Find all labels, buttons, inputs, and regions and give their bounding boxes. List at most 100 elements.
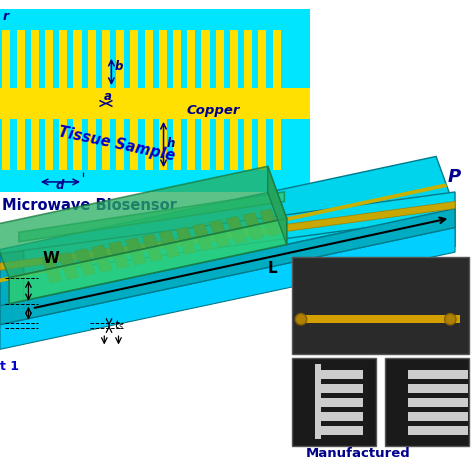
Polygon shape (0, 183, 447, 284)
Text: Tissue Sample: Tissue Sample (57, 125, 176, 164)
Polygon shape (268, 166, 287, 245)
Bar (216, 119, 224, 170)
Bar (0, 9, 310, 192)
Polygon shape (193, 223, 208, 237)
Bar (317, 398, 363, 407)
Bar (17, 119, 25, 170)
Polygon shape (75, 248, 91, 263)
Bar (116, 119, 124, 170)
Polygon shape (159, 230, 175, 245)
Polygon shape (9, 219, 287, 304)
Polygon shape (231, 230, 247, 244)
Bar (201, 29, 210, 88)
Bar (59, 119, 67, 170)
Bar (73, 29, 82, 88)
Bar (73, 119, 82, 170)
Polygon shape (0, 166, 287, 278)
Bar (244, 119, 252, 170)
Polygon shape (147, 248, 163, 262)
Bar (102, 119, 110, 170)
Bar (187, 29, 195, 88)
Bar (230, 29, 238, 88)
Bar (159, 29, 167, 88)
Bar (409, 412, 467, 421)
Polygon shape (97, 258, 112, 273)
Polygon shape (0, 216, 455, 308)
Polygon shape (109, 241, 124, 255)
Polygon shape (265, 223, 281, 237)
Polygon shape (92, 245, 108, 259)
Polygon shape (198, 237, 213, 251)
Bar (173, 119, 181, 170)
Bar (2, 119, 10, 170)
Polygon shape (181, 240, 196, 255)
Bar (230, 119, 238, 170)
Polygon shape (210, 220, 225, 234)
Bar (244, 29, 252, 88)
Polygon shape (114, 255, 129, 269)
Text: W: W (42, 252, 59, 266)
Polygon shape (0, 201, 455, 270)
Text: P: P (448, 168, 461, 186)
Bar (2, 29, 10, 88)
Bar (409, 426, 467, 435)
Polygon shape (214, 233, 230, 247)
Bar (130, 119, 138, 170)
Polygon shape (19, 192, 284, 242)
Bar (258, 119, 266, 170)
Text: Copper: Copper (186, 104, 240, 118)
Text: a: a (103, 91, 111, 103)
Polygon shape (80, 262, 96, 276)
Polygon shape (46, 269, 62, 283)
Circle shape (445, 314, 456, 325)
Bar (273, 29, 281, 88)
Circle shape (295, 314, 307, 325)
Polygon shape (248, 226, 264, 240)
Polygon shape (227, 216, 242, 230)
Bar (102, 29, 110, 88)
Bar (317, 370, 363, 379)
Bar (88, 29, 96, 88)
Bar (258, 29, 266, 88)
Bar (317, 412, 363, 421)
Bar (292, 257, 469, 354)
Polygon shape (0, 192, 455, 277)
Text: L: L (267, 261, 277, 276)
Polygon shape (0, 209, 455, 325)
Polygon shape (42, 255, 57, 270)
Polygon shape (176, 227, 191, 241)
Text: Microwave Biosensor: Microwave Biosensor (2, 198, 177, 213)
Text: t 1: t 1 (0, 360, 19, 373)
Bar (409, 384, 467, 393)
Bar (0, 88, 310, 119)
Bar (273, 119, 281, 170)
Bar (145, 119, 153, 170)
Bar (409, 398, 467, 407)
Bar (31, 119, 39, 170)
Bar (45, 119, 53, 170)
Bar (385, 358, 469, 446)
Bar (59, 29, 67, 88)
Text: b: b (114, 60, 123, 73)
Text: $t_s$: $t_s$ (114, 318, 124, 332)
Bar (216, 29, 224, 88)
Bar (409, 370, 467, 379)
Bar (45, 29, 53, 88)
Text: r: r (2, 10, 9, 23)
Bar (315, 364, 321, 438)
Bar (88, 119, 96, 170)
Polygon shape (142, 234, 158, 248)
Polygon shape (0, 251, 24, 308)
Bar (292, 358, 376, 446)
Bar (187, 119, 195, 170)
Polygon shape (58, 252, 74, 266)
Bar (317, 426, 363, 435)
Polygon shape (63, 265, 79, 280)
Bar (116, 29, 124, 88)
Polygon shape (243, 213, 259, 227)
Polygon shape (260, 209, 275, 223)
Bar (201, 119, 210, 170)
Text: d: d (56, 179, 64, 192)
Bar (173, 29, 181, 88)
Polygon shape (0, 175, 455, 325)
